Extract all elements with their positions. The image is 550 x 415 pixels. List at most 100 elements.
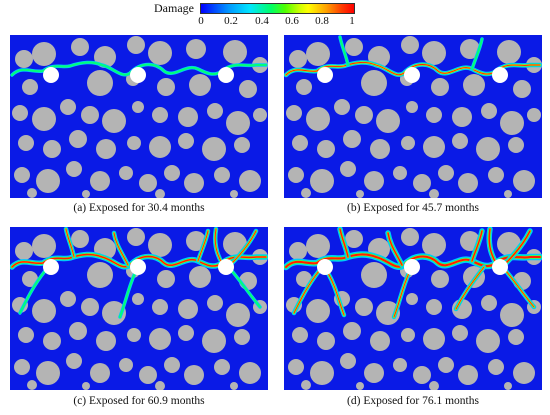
aggregate-particle <box>82 382 90 390</box>
aggregate-particle <box>463 74 485 96</box>
aggregate-particle <box>508 329 524 345</box>
branch-crack-mid <box>230 269 262 309</box>
aggregate-particle <box>234 329 250 345</box>
aggregate-particle <box>87 70 113 96</box>
aggregate-particle <box>458 365 478 385</box>
aggregate-particle <box>152 299 168 315</box>
rebar-hole <box>492 259 508 275</box>
aggregate-particle <box>513 80 531 98</box>
aggregate-particle <box>189 266 211 288</box>
branch-crack-core <box>327 272 345 316</box>
aggregate-particle <box>119 166 133 180</box>
aggregate-particle <box>452 107 472 127</box>
aggregate-particle <box>393 358 407 372</box>
aggregate-particle <box>202 329 226 353</box>
aggregate-particle <box>214 359 230 375</box>
branch-crack-core <box>393 272 410 318</box>
aggregate-particle <box>422 41 446 65</box>
branch-crack-core <box>455 266 485 310</box>
aggregate-particle <box>306 234 330 258</box>
damage-colorbar <box>200 3 355 14</box>
aggregate-particle <box>476 329 500 353</box>
aggregate-particle <box>431 270 449 288</box>
aggregate-particle <box>155 189 165 198</box>
aggregate-particle <box>96 331 116 351</box>
aggregate-particle <box>178 133 194 149</box>
aggregate-particle <box>102 301 126 325</box>
aggregate-particle <box>27 380 37 390</box>
aggregate-particle <box>345 230 363 248</box>
branch-crack-core <box>113 232 129 266</box>
branch-crack-core <box>387 232 403 266</box>
aggregate-particle <box>370 139 390 159</box>
aggregate-particle <box>288 359 304 375</box>
aggregate-particle <box>406 293 418 305</box>
aggregate-particle <box>66 353 82 369</box>
aggregate-particle <box>310 169 334 193</box>
rebar-hole <box>43 67 59 83</box>
branch-crack-core <box>197 230 209 262</box>
branch-crack-mid <box>18 269 47 315</box>
aggregate-particle <box>81 106 99 124</box>
aggregate-particle <box>289 50 307 68</box>
aggregate-particle <box>132 101 144 113</box>
aggregate-particle <box>81 298 99 316</box>
aggregate-particle <box>355 298 373 316</box>
aggregate-particle <box>15 50 33 68</box>
aggregate-particle <box>476 137 500 161</box>
aggregate-particle <box>508 137 524 153</box>
aggregate-particle <box>292 135 308 151</box>
aggregate-particle <box>401 328 415 342</box>
aggregate-particle <box>32 42 56 66</box>
branch-crack-mid <box>470 37 484 71</box>
aggregate-particle <box>22 79 38 95</box>
aggregate-particle <box>317 140 335 158</box>
branch-crack-core <box>65 228 75 258</box>
rebar-hole <box>492 67 508 83</box>
aggregate-particle <box>488 167 504 183</box>
aggregate-particle <box>401 36 419 54</box>
panel-d-image <box>284 227 542 390</box>
aggregate-particle <box>317 332 335 350</box>
aggregate-particle <box>340 161 356 177</box>
branch-crack-core <box>231 230 257 264</box>
aggregate-particle <box>230 190 238 198</box>
aggregate-particle <box>438 357 454 373</box>
aggregate-particle <box>310 361 334 385</box>
aggregate-particle <box>413 174 431 192</box>
aggregate-particle <box>102 109 126 133</box>
aggregate-particle <box>14 167 30 183</box>
aggregate-particle <box>504 382 512 390</box>
legend-tick: 0.8 <box>315 15 329 27</box>
branch-crack-core <box>293 270 320 314</box>
rebar-hole <box>130 259 146 275</box>
aggregate-particle <box>214 167 230 183</box>
aggregate-particle <box>90 363 110 383</box>
aggregate-particle <box>132 293 144 305</box>
branch-crack-core <box>339 228 349 258</box>
aggregate-particle <box>288 167 304 183</box>
damage-legend: Damage 0 0.2 0.4 0.6 0.8 1 <box>0 0 550 30</box>
aggregate-particle <box>500 111 524 135</box>
aggregate-particle <box>239 80 257 98</box>
aggregate-particle <box>178 107 198 127</box>
aggregate-particle <box>413 366 431 384</box>
aggregate-particle <box>423 136 445 158</box>
branch-crack-core <box>214 228 223 264</box>
aggregate-particle <box>460 39 480 59</box>
rebar-hole <box>218 67 234 83</box>
aggregate-particle <box>127 228 145 246</box>
aggregate-particle <box>513 362 535 384</box>
panel-b-caption: (b) Exposed for 45.7 months <box>347 202 479 214</box>
aggregate-particle <box>356 382 364 390</box>
aggregate-particle <box>139 174 157 192</box>
aggregate-particle <box>43 332 61 350</box>
branch-crack-core <box>471 230 483 262</box>
legend-tick: 0.2 <box>224 15 238 27</box>
aggregate-particle <box>149 328 171 350</box>
aggregate-particle <box>96 139 116 159</box>
aggregate-particle <box>343 322 361 340</box>
rebar-hole <box>404 67 420 83</box>
aggregate-particle <box>306 299 330 323</box>
aggregate-particle <box>18 135 34 151</box>
